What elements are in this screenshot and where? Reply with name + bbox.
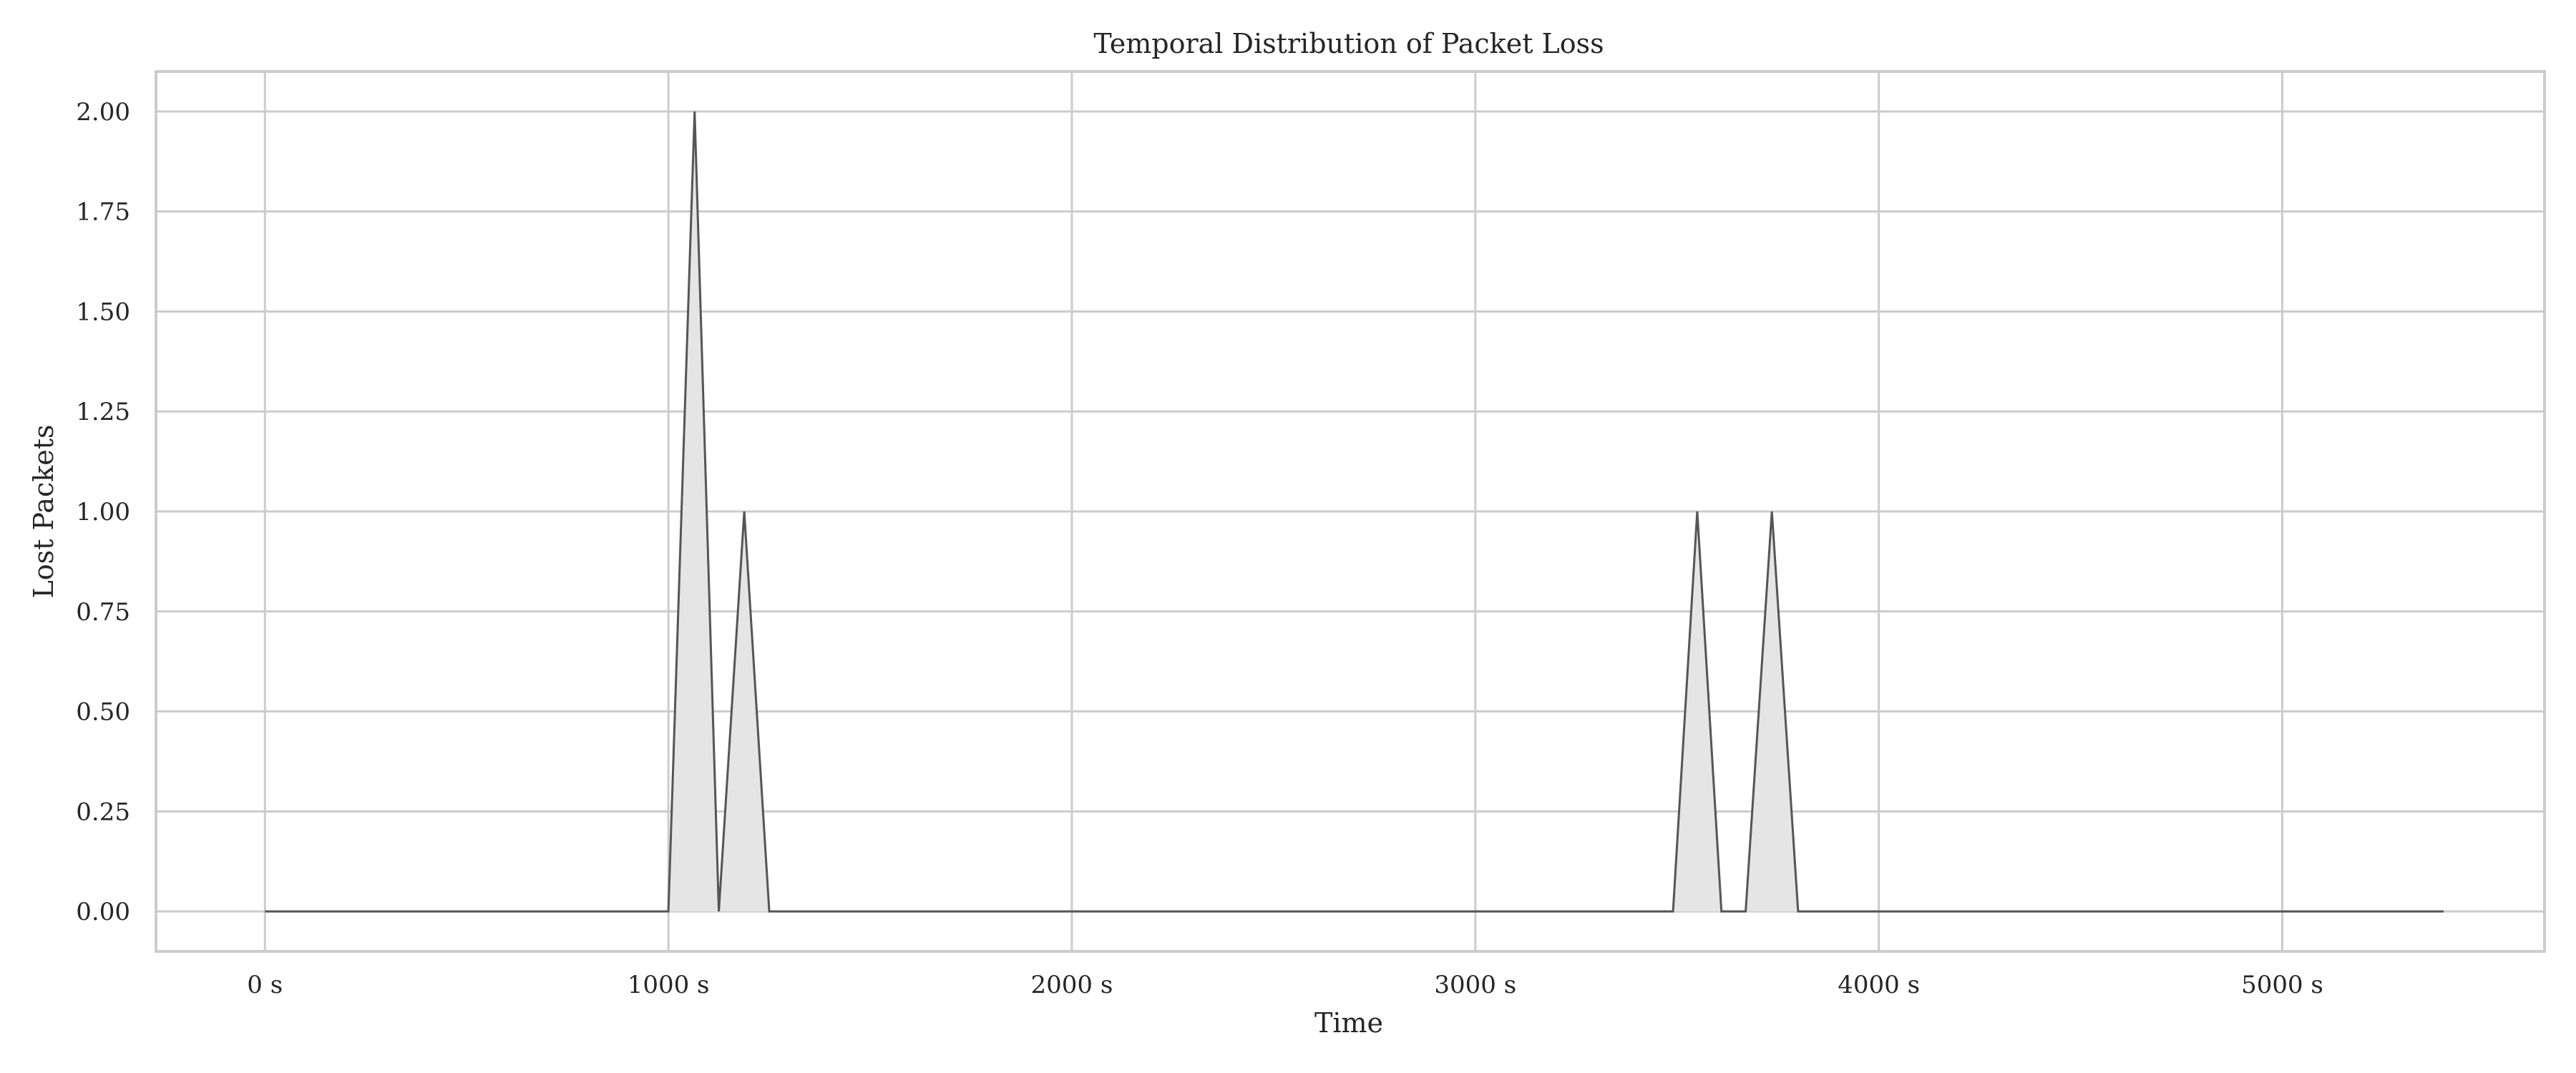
y-tick-label: 1.50	[76, 298, 130, 326]
y-tick-label: 0.50	[76, 698, 130, 727]
y-axis-label: Lost Packets	[28, 424, 59, 598]
x-tick-label: 3000 s	[1434, 971, 1516, 999]
chart-title: Temporal Distribution of Packet Loss	[1093, 28, 1604, 59]
y-tick-label: 1.25	[76, 398, 130, 426]
x-tick-label: 4000 s	[1838, 971, 1920, 999]
y-tick-label: 1.00	[76, 498, 130, 526]
y-tick-label: 2.00	[76, 98, 130, 127]
plot-frame	[155, 70, 2546, 953]
grid-layer	[156, 72, 2545, 951]
series-area	[265, 111, 2444, 912]
x-tick-label: 1000 s	[628, 971, 710, 999]
y-tick-labels: 0.00 0.25 0.50 0.75 1.00 1.25 1.50 1.75 2.00	[76, 98, 130, 926]
y-tick-label: 1.75	[76, 198, 130, 227]
line-layer	[265, 111, 2444, 913]
y-tick-label: 0.75	[76, 598, 130, 627]
x-tick-label: 5000 s	[2241, 971, 2323, 999]
series-line	[265, 111, 2444, 913]
x-tick-label: 0 s	[247, 971, 283, 999]
area-layer	[265, 111, 2444, 912]
x-tick-labels: 0 s 1000 s 2000 s 3000 s 4000 s 5000 s	[247, 971, 2323, 999]
x-tick-label: 2000 s	[1031, 971, 1113, 999]
y-tick-label: 0.00	[76, 898, 130, 926]
x-axis-label: Time	[1314, 1007, 1383, 1039]
y-tick-label: 0.25	[76, 798, 130, 826]
